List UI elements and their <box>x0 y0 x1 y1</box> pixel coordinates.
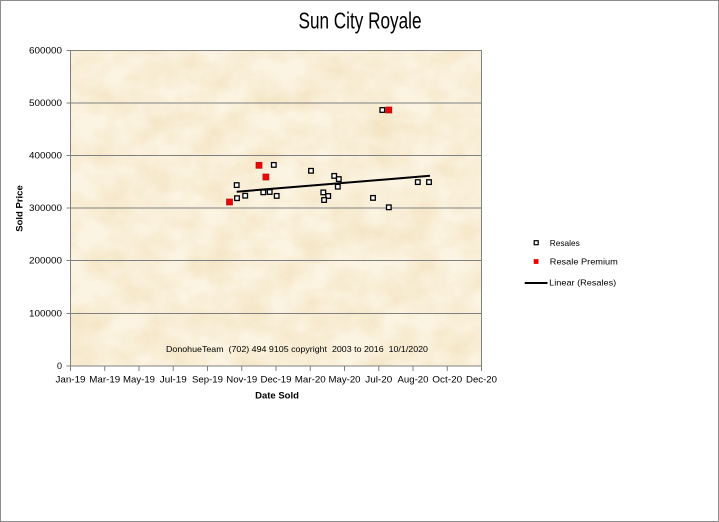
svg-text:100000: 100000 <box>29 309 62 319</box>
svg-text:Linear (Resales): Linear (Resales) <box>549 277 616 287</box>
svg-text:Dec-20: Dec-20 <box>466 375 497 385</box>
svg-text:Sep-19: Sep-19 <box>192 375 223 385</box>
svg-text:Mar-19: Mar-19 <box>89 375 120 385</box>
svg-text:Aug-20: Aug-20 <box>398 375 429 385</box>
svg-text:Nov-19: Nov-19 <box>226 375 257 385</box>
svg-text:Resales: Resales <box>550 238 580 248</box>
svg-text:Date Sold: Date Sold <box>255 391 299 402</box>
svg-text:May-19: May-19 <box>123 375 155 385</box>
svg-text:200000: 200000 <box>29 256 62 266</box>
svg-text:Resale Premium: Resale Premium <box>550 257 618 267</box>
svg-text:300000: 300000 <box>29 203 62 213</box>
svg-text:600000: 600000 <box>29 46 62 56</box>
svg-text:500000: 500000 <box>29 98 62 108</box>
svg-text:400000: 400000 <box>29 151 62 161</box>
svg-text:Sold Price: Sold Price <box>15 185 26 231</box>
svg-text:Sun City Royale: Sun City Royale <box>299 8 422 34</box>
svg-text:May-20: May-20 <box>329 375 361 385</box>
svg-text:Jul-20: Jul-20 <box>365 375 392 385</box>
svg-text:DonohueTeam (702) 494 9105 co: DonohueTeam (702) 494 9105 copyright 200… <box>166 344 428 354</box>
svg-text:Jan-19: Jan-19 <box>56 375 86 385</box>
svg-text:Oct-20: Oct-20 <box>432 375 462 385</box>
svg-text:Mar-20: Mar-20 <box>295 375 326 385</box>
svg-text:0: 0 <box>57 361 62 371</box>
svg-text:Dec-19: Dec-19 <box>261 375 292 385</box>
svg-text:Jul-19: Jul-19 <box>160 375 187 385</box>
